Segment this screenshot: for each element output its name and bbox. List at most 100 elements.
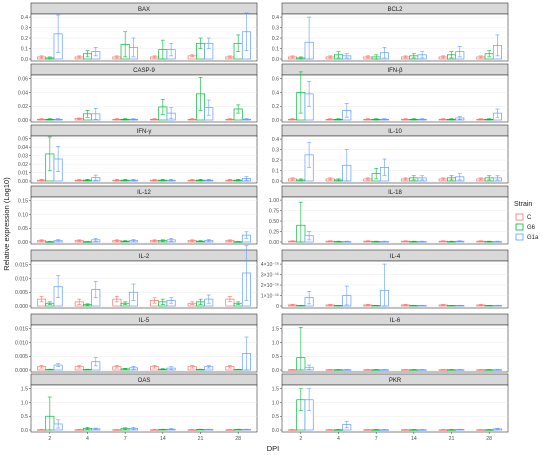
y-tick-label: 0.00 xyxy=(269,240,279,246)
x-tick-label: 21 xyxy=(449,436,455,442)
x-tick-label: 4 xyxy=(337,436,340,442)
y-tick-label: 0.4 xyxy=(272,90,279,96)
strip-title: IL-6 xyxy=(390,318,401,324)
strip-title: IL-2 xyxy=(139,254,150,260)
panel-CASP-9: CASP-9 0.00 0.02 0.04 0.06 xyxy=(18,63,258,124)
strip-title: BCL2 xyxy=(387,7,403,13)
y-tick-label: 0.3 xyxy=(21,25,28,31)
x-axis-title: DPI xyxy=(267,444,280,453)
panel-background xyxy=(30,384,258,433)
panel-IL-6: IL-6 0.0 0.5 1.0 1.5 xyxy=(272,313,509,374)
x-tick-label: 2 xyxy=(48,436,51,442)
x-tick-label: 4 xyxy=(86,436,89,442)
y-tick-label: 0.0 xyxy=(21,428,28,434)
y-tick-label: 1×10⁻¹⁶ xyxy=(261,293,279,299)
y-tick-label: 0.005 xyxy=(15,354,28,360)
y-tick-label: 0.10 xyxy=(18,212,28,218)
y-tick-label: 0.03 xyxy=(18,153,28,159)
y-tick-label: 0.4 xyxy=(272,15,279,21)
panel-IL-5: IL-5 0.000 0.005 0.010 0.015 xyxy=(15,313,258,374)
panel-background xyxy=(30,135,258,184)
y-tick-label: 1.0 xyxy=(272,340,279,346)
panel-background xyxy=(30,260,258,309)
panel-IL-12: IL-12 0.00 0.05 0.10 0.15 xyxy=(18,185,258,246)
y-tick-label: 0.0 xyxy=(272,179,279,185)
y-tick-label: 0.1 xyxy=(272,168,279,174)
x-tick-label: 7 xyxy=(375,436,378,442)
y-tick-label: 0.2 xyxy=(272,158,279,164)
y-tick-label: 0.2 xyxy=(272,104,279,110)
x-tick-label: 14 xyxy=(411,436,417,442)
x-tick-label: 28 xyxy=(486,436,492,442)
y-tick-label: 0.005 xyxy=(15,290,28,296)
y-tick-label: 0.4 xyxy=(21,15,28,21)
y-tick-label: 1.5 xyxy=(272,327,279,333)
panel-background xyxy=(281,74,509,123)
y-tick-label: 0.0 xyxy=(272,57,279,63)
y-tick-label: 0.06 xyxy=(18,77,28,83)
y-tick-label: 3×10⁻¹⁶ xyxy=(261,272,279,278)
panel-background xyxy=(30,13,258,62)
legend-key-G6 xyxy=(515,223,524,231)
x-tick-label: 28 xyxy=(235,436,241,442)
panel-BCL2: BCL2 0.0 0.1 0.2 0.3 0.4 xyxy=(272,2,509,63)
y-tick-label: 0.6 xyxy=(272,77,279,83)
y-tick-label: 0.2 xyxy=(21,36,28,42)
legend-label-G6: G6 xyxy=(527,225,536,231)
panel-background xyxy=(281,260,509,309)
panel-background xyxy=(281,196,509,245)
y-tick-label: 4×10⁻¹⁶ xyxy=(261,262,279,268)
y-tick-label: 0.5 xyxy=(272,414,279,420)
y-tick-label: 0.010 xyxy=(15,340,28,346)
panel-background xyxy=(30,74,258,123)
panel-background xyxy=(281,324,509,373)
legend-label-G1a: G1a xyxy=(527,235,539,241)
panel-IFN-γ: IFN-γ 0.00 0.01 0.02 0.03 0.04 0.05 xyxy=(18,124,258,185)
strip-title: IL-18 xyxy=(388,190,402,196)
y-tick-label: 0.0 xyxy=(272,368,279,374)
panel-background xyxy=(30,324,258,373)
legend-label-C: C xyxy=(527,215,532,221)
y-tick-label: 1.5 xyxy=(21,387,28,393)
strip-title: IL-5 xyxy=(139,318,150,324)
y-tick-label: 0 xyxy=(276,304,279,310)
y-tick-label: 0.01 xyxy=(18,170,28,176)
y-tick-label: 0.010 xyxy=(15,276,28,282)
strip-title: IL-4 xyxy=(390,254,401,260)
panel-PKR: PKR 0.0 0.5 1.0 1.5 2 4 7 14 21 28 xyxy=(272,373,509,442)
panel-background xyxy=(281,384,509,433)
strip-title: IFN-γ xyxy=(137,129,152,135)
y-tick-label: 0.04 xyxy=(18,90,28,96)
y-tick-label: 0.015 xyxy=(15,263,28,269)
y-tick-label: 2×10⁻¹⁶ xyxy=(261,283,279,289)
y-tick-label: 0.05 xyxy=(18,226,28,232)
panel-background xyxy=(30,196,258,245)
y-tick-label: 0.015 xyxy=(15,327,28,333)
y-tick-label: 0.05 xyxy=(18,136,28,142)
panel-IL-2: IL-2 0.000 0.005 0.010 0.015 xyxy=(15,245,258,310)
strip-title: IFN-β xyxy=(387,68,403,74)
y-tick-label: 0.000 xyxy=(15,304,28,310)
y-tick-label: 0.75 xyxy=(269,208,279,214)
panel-IL-18: IL-18 0.00 0.25 0.50 0.75 1.00 xyxy=(269,185,509,246)
legend-title: Strain xyxy=(514,201,532,208)
y-tick-label: 0.25 xyxy=(269,229,279,235)
y-tick-label: 0.0 xyxy=(272,118,279,124)
strip-title: BAX xyxy=(138,7,150,13)
panel-IFN-β: IFN-β 0.0 0.2 0.4 0.6 xyxy=(272,63,509,124)
y-tick-label: 0.00 xyxy=(18,240,28,246)
y-tick-label: 0.00 xyxy=(18,179,28,185)
legend: Strain C G6 G1a xyxy=(514,201,539,241)
panel-IL-4: IL-4 0 1×10⁻¹⁶ 2×10⁻¹⁶ 3×10⁻¹⁶ 4×10⁻¹⁶ xyxy=(261,249,509,310)
y-tick-label: 0.4 xyxy=(272,137,279,143)
facet-panels: BAX 0.0 0.1 0.2 0.3 0.4 BCL2 0.0 0.1 0.2 0.3 0.4 CAS… xyxy=(15,2,509,442)
strip-title: PKR xyxy=(389,378,402,384)
y-tick-label: 0.02 xyxy=(18,104,28,110)
x-tick-label: 7 xyxy=(124,436,127,442)
y-tick-label: 0.000 xyxy=(15,368,28,374)
panel-OAS: OAS 0.0 0.5 1.0 1.5 2 4 7 14 21 28 xyxy=(21,373,258,442)
y-tick-label: 0.04 xyxy=(18,145,28,151)
panel-background xyxy=(281,13,509,62)
y-tick-label: 0.0 xyxy=(272,428,279,434)
